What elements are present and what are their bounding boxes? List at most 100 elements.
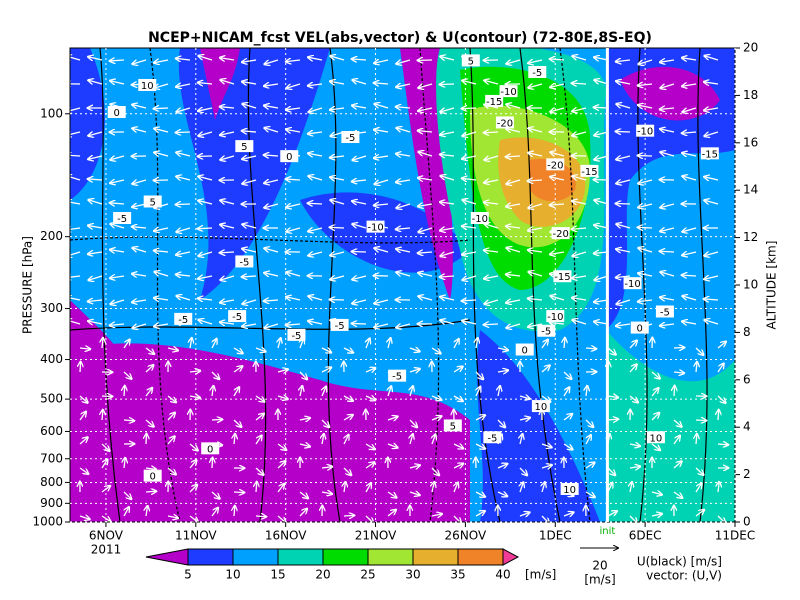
wind-vector [133,59,147,64]
wind-vector [287,272,301,276]
wind-vector [463,131,477,136]
wind-vector [123,371,131,379]
contour-label: 0 [114,108,120,119]
y2-tick-label: 6 [743,372,751,386]
contour-label-box [515,343,534,356]
colorbar-label: 20 [315,568,330,582]
wind-vector [617,299,631,304]
wind-vector [242,276,257,277]
contour-label: -10 [367,223,383,234]
wind-vector [110,203,125,204]
wind-vector [220,107,235,108]
contour-label-box [201,442,220,455]
wind-vector [431,467,439,475]
wind-vector [454,339,459,349]
colorbar-swatch [412,548,459,566]
wind-vector [541,340,548,349]
wind-vector [110,60,125,61]
wind-vector [176,176,191,180]
contour-label: 5 [468,56,474,67]
contour-label: -5 [335,321,345,332]
wind-vector [365,462,374,469]
wind-vector [212,458,213,469]
wind-vector [70,228,81,230]
wind-vector [190,338,192,349]
wind-vector [155,272,169,277]
wind-vector [431,416,441,420]
wind-vector [506,274,521,276]
colorbar-swatch [145,548,189,566]
wind-vector [177,108,191,112]
wind-vector [199,320,213,325]
wind-vector [309,107,323,112]
wind-vector [111,299,125,304]
contour-label-box [630,321,649,334]
wind-vector [374,300,389,304]
wind-vector [506,129,521,132]
wind-vector [233,419,241,427]
wind-vector [529,84,543,88]
wind-vector [528,180,543,181]
y2-tick-label: 10 [743,278,758,292]
contour-label-box [388,369,407,382]
x-tick-label: 6DEC [629,529,662,543]
contour-label: -10 [624,279,640,290]
wind-vector [124,386,125,397]
wind-vector [453,464,463,468]
contour-label: 0 [149,472,155,483]
wind-vector [242,82,257,84]
contour-line [247,48,267,522]
wind-vector [123,420,134,421]
wind-vector [397,203,411,208]
y2-tick-label: 4 [743,420,751,434]
year-label: 2011 [91,543,122,557]
wind-vector [629,395,638,402]
contour-label: 5 [241,142,247,153]
contour-label: -5 [232,312,242,323]
colorbar-swatch [277,548,324,566]
wind-vector [70,108,81,112]
wind-vector [660,108,675,109]
wind-vector [343,348,353,353]
x-tick-label: 1DEC [539,529,572,543]
contour-label-box [235,255,254,268]
wind-vector [189,515,198,522]
wind-vector [111,224,125,229]
wind-vector [506,300,521,303]
contour-label-box [174,312,193,325]
contour-label-box [646,431,665,444]
wind-vector [80,362,81,373]
wind-vector [88,300,103,301]
wind-vector [330,227,345,228]
wind-vector [594,57,609,60]
wind-vector [585,419,593,427]
wind-vector [286,179,301,180]
wind-vector [352,59,367,60]
wind-vector [89,80,103,84]
wind-vector [220,200,235,204]
wind-vector [89,200,103,205]
colorbar-label: 30 [405,568,420,582]
wind-vector [277,461,285,469]
wind-vector [234,434,235,445]
wind-vector [441,320,455,324]
wind-vector [497,492,507,496]
wind-vector [485,299,499,304]
wind-vector [79,395,87,403]
wind-vector [410,386,413,397]
wind-vector [418,178,433,180]
wind-vector [198,228,213,229]
wind-vector [176,84,191,87]
wind-vector [388,387,391,397]
wind-vector [485,155,499,160]
wind-vector [176,132,191,133]
wind-vector [550,84,565,87]
wind-vector [409,348,419,351]
wind-vector [88,252,103,254]
contour-label-box [330,318,349,331]
wind-vector [519,513,529,516]
wind-vector [462,81,477,84]
wind-vector [475,492,485,497]
wind-vector [265,248,279,252]
